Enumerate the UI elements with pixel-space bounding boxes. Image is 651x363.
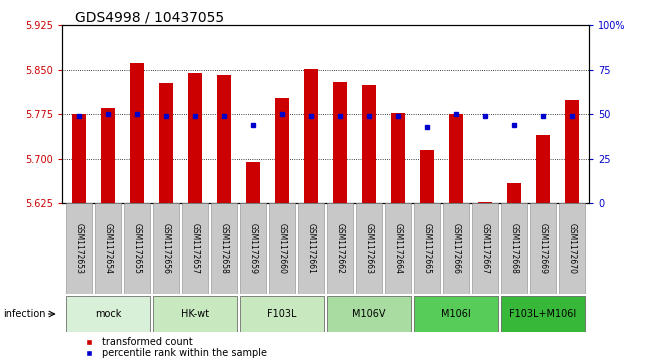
Text: GSM1172665: GSM1172665 <box>422 223 432 274</box>
Text: GSM1172656: GSM1172656 <box>161 223 171 274</box>
Bar <box>327 203 353 294</box>
Bar <box>443 203 469 294</box>
Bar <box>536 135 550 203</box>
Text: infection: infection <box>3 309 46 319</box>
Text: GSM1172670: GSM1172670 <box>567 223 576 274</box>
Bar <box>304 69 318 203</box>
Bar <box>240 203 266 294</box>
Bar <box>362 85 376 203</box>
Bar <box>298 203 324 294</box>
Text: GSM1172653: GSM1172653 <box>75 223 84 274</box>
Text: M106V: M106V <box>352 309 385 319</box>
Text: F103L+M106I: F103L+M106I <box>509 309 576 319</box>
Bar <box>130 63 145 203</box>
Bar <box>385 203 411 294</box>
Bar <box>269 203 295 294</box>
Text: F103L: F103L <box>268 309 297 319</box>
Text: GSM1172658: GSM1172658 <box>219 223 229 274</box>
Bar <box>275 98 289 203</box>
Bar <box>333 82 347 203</box>
Bar <box>414 296 498 332</box>
Legend: transformed count, percentile rank within the sample: transformed count, percentile rank withi… <box>79 337 267 358</box>
Bar <box>391 113 405 203</box>
Bar <box>449 114 463 203</box>
Bar <box>95 203 121 294</box>
Bar <box>124 203 150 294</box>
Bar <box>240 296 324 332</box>
Bar <box>153 296 237 332</box>
Bar <box>182 203 208 294</box>
Text: GSM1172661: GSM1172661 <box>307 223 316 274</box>
Text: GSM1172659: GSM1172659 <box>249 223 258 274</box>
Bar <box>414 203 440 294</box>
Bar <box>327 296 411 332</box>
Text: mock: mock <box>95 309 121 319</box>
Bar <box>501 203 527 294</box>
Bar <box>72 114 87 203</box>
Text: HK-wt: HK-wt <box>181 309 209 319</box>
Text: GSM1172668: GSM1172668 <box>509 223 518 274</box>
Bar <box>153 203 179 294</box>
Text: GSM1172657: GSM1172657 <box>191 223 200 274</box>
Text: GSM1172654: GSM1172654 <box>104 223 113 274</box>
Bar <box>159 83 173 203</box>
Bar <box>66 203 92 294</box>
Text: GSM1172663: GSM1172663 <box>365 223 374 274</box>
Bar <box>478 202 492 203</box>
Bar <box>246 162 260 203</box>
Bar <box>530 203 556 294</box>
Text: GSM1172666: GSM1172666 <box>451 223 460 274</box>
Text: M106I: M106I <box>441 309 471 319</box>
Bar <box>501 296 585 332</box>
Bar <box>559 203 585 294</box>
Text: GSM1172655: GSM1172655 <box>133 223 142 274</box>
Bar <box>506 183 521 203</box>
Text: GDS4998 / 10437055: GDS4998 / 10437055 <box>75 11 224 25</box>
Text: GSM1172660: GSM1172660 <box>277 223 286 274</box>
Bar <box>420 150 434 203</box>
Bar <box>217 75 231 203</box>
Bar <box>356 203 382 294</box>
Bar <box>211 203 237 294</box>
Bar <box>66 296 150 332</box>
Bar <box>472 203 498 294</box>
Bar <box>188 73 202 203</box>
Bar <box>101 109 115 203</box>
Text: GSM1172669: GSM1172669 <box>538 223 547 274</box>
Text: GSM1172667: GSM1172667 <box>480 223 490 274</box>
Bar <box>564 99 579 203</box>
Text: GSM1172664: GSM1172664 <box>393 223 402 274</box>
Text: GSM1172662: GSM1172662 <box>335 223 344 274</box>
